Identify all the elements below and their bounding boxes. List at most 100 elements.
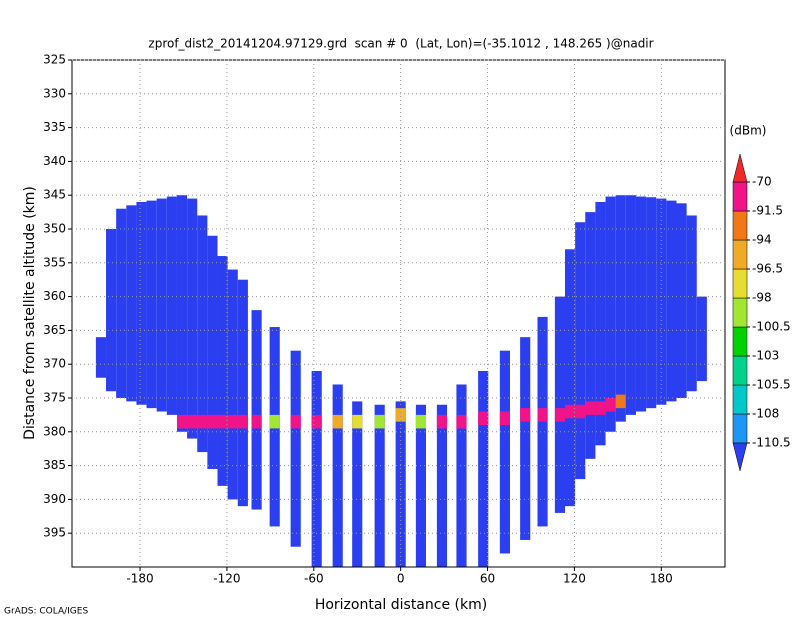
profile-column [625,195,636,415]
colorbar-segment [732,239,748,270]
y-tick-label: 345 [43,188,66,202]
bright-band [352,414,363,429]
bright-band [269,414,280,429]
profile-column [176,195,188,432]
x-tick-label: 60 [480,572,495,586]
colorbar-segment [732,355,748,386]
profile-column [456,384,467,567]
colorbar-label: -70 [752,175,772,189]
bright-band [415,414,427,429]
colorbar-segment [732,268,748,299]
profile-column [166,196,177,415]
y-tick-label: 330 [43,86,66,100]
colorbar-label: -100.5 [752,320,791,334]
colorbar-tip-low [732,442,748,472]
colorbar-label: -98 [752,291,772,305]
colorbar-segment [732,297,748,328]
profile-column [415,404,427,567]
chart-title: zprof_dist2_20141204.97129.grd scan # 0 … [148,37,653,51]
y-tick-label: 380 [43,424,66,438]
bright-band [565,404,576,419]
profile-column [311,370,322,567]
profile-column [646,197,657,409]
profile-column [696,296,707,382]
colorbar-label: -96.5 [752,262,783,276]
bright-band [585,401,596,415]
x-tick-label: 120 [563,572,586,586]
colorbar-tip-high [732,153,748,183]
y-tick-label: 355 [43,255,66,269]
profile-column [146,200,157,409]
bright-band [251,414,262,429]
bright-band [311,414,322,429]
colorbar-label: -105.5 [752,378,791,392]
colorbar-label: -91.5 [752,204,783,218]
profile-column [656,198,667,405]
profile-column [575,222,586,480]
profile-column [217,256,228,486]
y-tick-label: 385 [43,458,66,472]
y-tick-label: 370 [43,357,66,371]
profile-column [332,384,343,567]
profile-column [374,404,385,567]
bright-band [575,404,586,419]
colorbar-title: (dBm) [730,124,767,138]
profile-column [595,201,606,446]
y-tick-label: 375 [43,391,66,405]
profile-column [251,310,262,510]
y-tick-label: 365 [43,323,66,337]
bright-band [187,414,198,429]
bright-band [197,414,208,429]
bright-band [605,398,616,412]
x-tick-label: -60 [304,572,324,586]
bright-band [207,414,218,429]
bright-band [554,408,566,422]
profile-column [207,235,218,469]
bright-band [520,408,531,422]
bright-band [537,408,548,422]
profile-column [187,198,198,439]
profile-column [605,196,616,432]
profile-column [197,215,208,453]
profile-column [136,201,147,405]
profile-column [352,401,363,567]
bright-band [395,408,406,422]
plot-area [95,195,707,567]
bright-band [499,411,510,426]
bright-band [615,394,626,409]
y-tick-label: 340 [43,154,66,168]
bright-band [237,414,248,429]
x-tick-label: 0 [397,572,405,586]
profile-column [666,200,677,402]
profile-column [290,350,301,547]
x-tick-label: 180 [650,572,673,586]
profile-column [106,229,117,392]
y-tick-label: 390 [43,492,66,506]
bright-band [595,401,606,415]
profile-column [676,203,687,398]
x-tick-label: -120 [213,572,240,586]
colorbar-label: -108 [752,407,779,421]
profile-column [227,269,238,500]
profile-column [615,195,626,422]
profile-column [585,212,596,459]
profile-column [520,337,531,540]
profile-column [126,205,137,402]
bright-band [374,414,385,429]
bright-band [176,414,188,429]
y-axis-label: Distance from satellite altitude (km) [22,186,38,440]
profile-column [116,208,127,398]
x-tick-label: -180 [126,572,153,586]
colorbar-segment [732,181,748,212]
plot-frame [71,59,726,568]
footer: GrADS: COLA/IGES [4,607,88,617]
y-tick-label: 325 [43,53,66,67]
bright-band [436,414,448,429]
profile-column [237,279,248,507]
bright-band [478,411,489,426]
bright-band [456,414,467,429]
colorbar-segment [732,384,748,415]
colorbar-segment [732,413,748,444]
